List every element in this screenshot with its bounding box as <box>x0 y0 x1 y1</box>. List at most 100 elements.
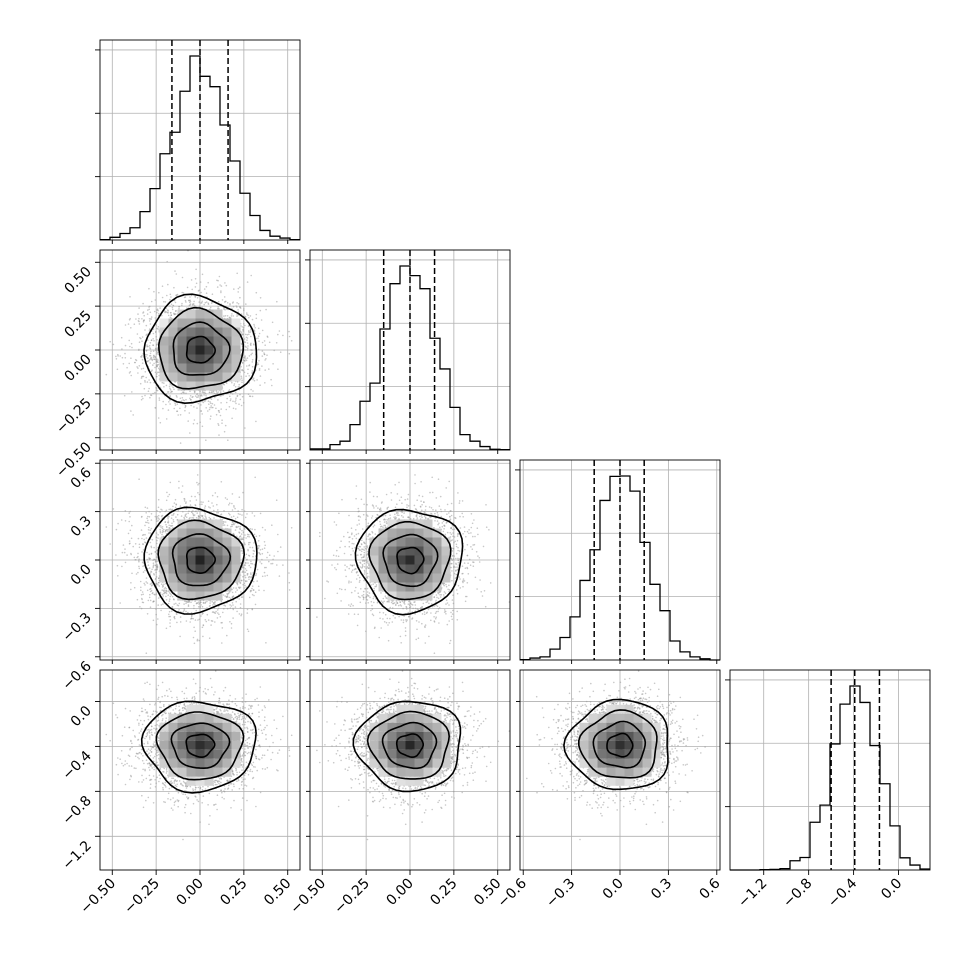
sample-point <box>254 529 256 531</box>
sample-point <box>213 510 215 512</box>
sample-point <box>272 322 274 324</box>
sample-point <box>289 353 291 355</box>
sample-point <box>208 619 210 621</box>
sample-point <box>179 408 181 410</box>
sample-point <box>149 397 151 399</box>
sample-point <box>242 492 244 494</box>
sample-point <box>131 391 133 393</box>
sample-point <box>204 288 206 290</box>
sample-point <box>265 309 267 311</box>
sample-point <box>244 316 246 318</box>
sample-point <box>229 604 231 606</box>
sample-point <box>148 379 150 381</box>
sample-point <box>241 405 243 407</box>
sample-point <box>200 292 202 294</box>
sample-point <box>197 619 199 621</box>
sample-point <box>271 385 273 387</box>
sample-point <box>222 299 224 301</box>
sample-point <box>236 273 238 275</box>
sample-point <box>208 500 210 502</box>
sample-point <box>196 482 198 484</box>
scatter-panel-2-0 <box>100 460 300 660</box>
sample-point <box>149 318 151 320</box>
sample-point <box>148 522 150 524</box>
sample-point <box>141 377 143 379</box>
sample-point <box>239 394 241 396</box>
sample-point <box>135 318 137 320</box>
sample-point <box>158 292 160 294</box>
sample-point <box>237 291 239 293</box>
sample-point <box>155 317 157 319</box>
sample-point <box>264 359 266 361</box>
sample-point <box>177 403 179 405</box>
sample-point <box>230 607 232 609</box>
sample-point <box>215 408 217 410</box>
sample-point <box>254 477 256 479</box>
sample-point <box>194 419 196 421</box>
sample-point <box>142 398 144 400</box>
sample-point <box>217 612 219 614</box>
sample-point <box>142 336 144 338</box>
sample-point <box>137 372 139 374</box>
sample-point <box>200 615 202 617</box>
sample-point <box>210 405 212 407</box>
sample-point <box>205 439 207 441</box>
sample-point <box>169 494 171 496</box>
sample-point <box>272 363 274 365</box>
sample-point <box>217 399 219 401</box>
sample-point <box>264 547 266 549</box>
sample-point <box>210 624 212 626</box>
sample-point <box>224 296 226 298</box>
sample-point <box>142 359 144 361</box>
sample-point <box>156 389 158 391</box>
sample-point <box>239 286 241 288</box>
sample-point <box>181 292 183 294</box>
sample-point <box>137 333 139 335</box>
sample-point <box>149 589 151 591</box>
sample-point <box>194 496 196 498</box>
sample-point <box>264 575 266 577</box>
sample-point <box>248 317 250 319</box>
sample-point <box>207 410 209 412</box>
sample-point <box>225 425 227 427</box>
sample-point <box>224 431 226 433</box>
sample-point <box>251 588 253 590</box>
sample-point <box>141 551 143 553</box>
sample-point <box>131 343 133 345</box>
sample-point <box>253 595 255 597</box>
sample-point <box>128 363 130 365</box>
sample-point <box>158 417 160 419</box>
sample-point <box>254 515 256 517</box>
sample-point <box>238 513 240 515</box>
sample-point <box>125 357 127 359</box>
sample-point <box>145 512 147 514</box>
sample-point <box>246 513 248 515</box>
sample-point <box>195 278 197 280</box>
sample-point <box>254 534 256 536</box>
sample-point <box>243 310 245 312</box>
sample-point <box>129 296 131 298</box>
sample-point <box>215 492 217 494</box>
sample-point <box>237 517 239 519</box>
sample-point <box>217 423 219 425</box>
sample-point <box>258 335 260 337</box>
sample-point <box>167 284 169 286</box>
sample-point <box>131 347 133 349</box>
sample-point <box>150 323 152 325</box>
sample-point <box>123 363 125 365</box>
sample-point <box>253 324 255 326</box>
sample-point <box>226 409 228 411</box>
sample-point <box>131 573 133 575</box>
sample-point <box>146 577 148 579</box>
sample-point <box>254 330 256 332</box>
sample-point <box>260 310 262 312</box>
sample-point <box>258 586 260 588</box>
sample-point <box>180 442 182 444</box>
sample-point <box>229 303 231 305</box>
sample-point <box>113 508 115 510</box>
sample-point <box>250 315 252 317</box>
sample-point <box>117 369 119 371</box>
sample-point <box>191 289 193 291</box>
sample-point <box>209 409 211 411</box>
